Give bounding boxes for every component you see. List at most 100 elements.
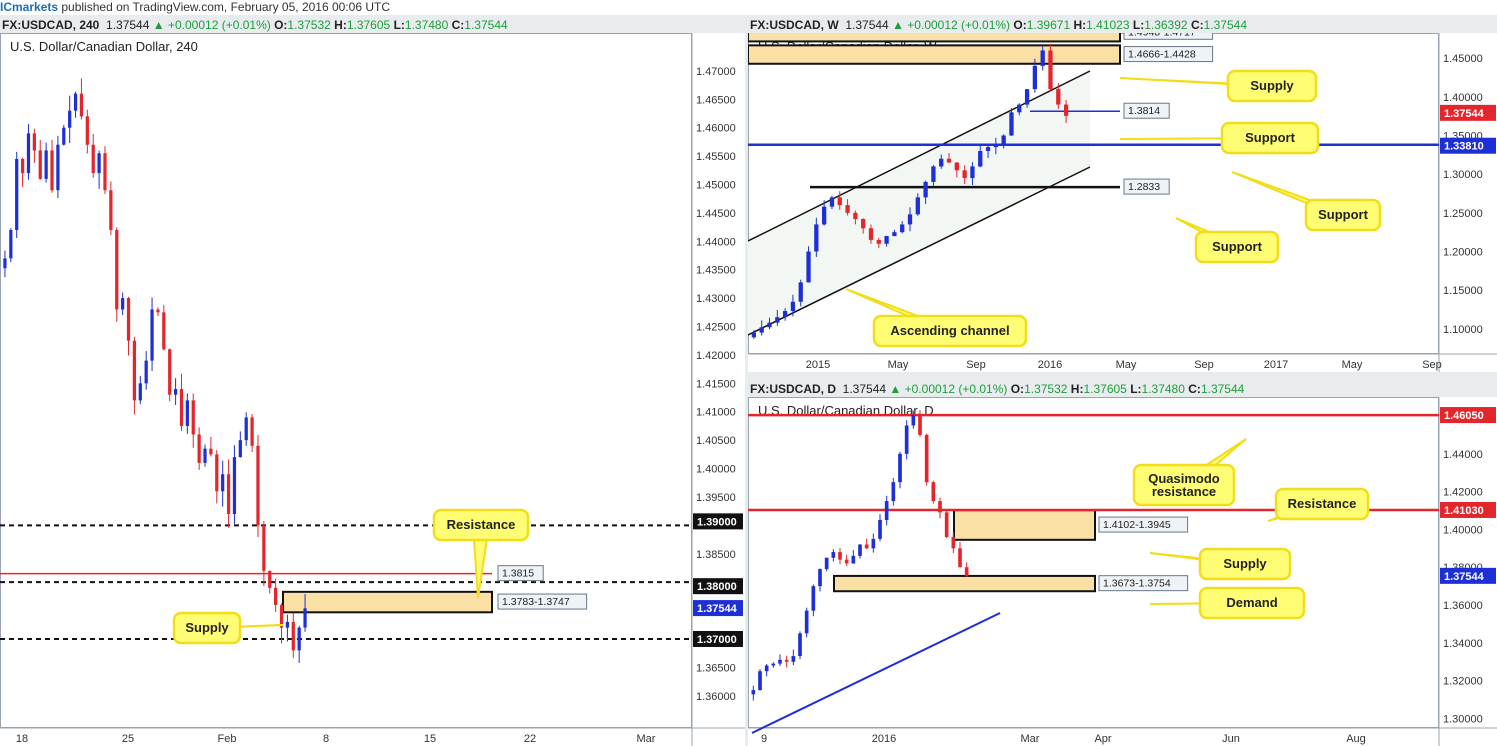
candle-body [56, 144, 60, 191]
price-tag [693, 630, 743, 647]
candle-body [279, 604, 284, 628]
candle-body [829, 197, 835, 207]
candle-body [900, 224, 905, 233]
candle-body [892, 232, 897, 237]
price-change: +0.00012 (+0.01%) [907, 18, 1011, 32]
y-tick-label: 1.46000 [696, 123, 736, 135]
candle-body [811, 586, 816, 611]
y-tick-label: 1.40000 [696, 464, 736, 476]
candle-body [209, 448, 213, 455]
x-tick-label: Jun [1222, 733, 1240, 745]
price-tag [1440, 567, 1496, 584]
level-label: 1.3815 [502, 568, 534, 580]
y-tick-label: 1.42500 [696, 322, 736, 334]
candle-body [215, 454, 219, 492]
candle-body [97, 153, 101, 174]
y-tick-label: 1.38500 [696, 549, 736, 561]
callout-box [1194, 230, 1280, 264]
candle-body [91, 144, 95, 174]
candle-body [758, 671, 762, 691]
close-value: 1.37544 [1203, 18, 1247, 32]
chart-panel-daily[interactable]: FX:USDCAD, D 1.37544 ▲ +0.00012 (+0.01%)… [748, 379, 1497, 746]
level-label-box [1123, 178, 1170, 195]
channel-upper-line [748, 70, 1091, 242]
x-tick-label: Mar [1021, 733, 1040, 745]
callout-label: Ascending channel [890, 323, 1009, 338]
symbol-label: FX:USDCAD, 240 [2, 18, 100, 32]
y-tick-label: 1.41000 [696, 407, 736, 419]
candle-body [138, 383, 142, 401]
candle-body [15, 158, 19, 230]
price-change: +0.00012 (+0.01%) [167, 18, 271, 32]
x-tick-label: Apr [1094, 733, 1111, 745]
candle-body [109, 190, 113, 230]
level-label: 1.2833 [1128, 181, 1160, 193]
chart-title: U.S. Dollar/Canadian Dollar, 240 [10, 39, 198, 54]
supply-zone-lower [748, 44, 1121, 65]
brand-name[interactable]: ICmarkets [0, 0, 59, 14]
x-tick-label: 2015 [806, 359, 830, 371]
low-value: 1.37480 [1141, 382, 1185, 396]
price-tag-label: 1.37000 [697, 634, 737, 646]
candle-body [38, 150, 42, 179]
candle-body [156, 309, 160, 313]
candle-body [798, 282, 803, 302]
price-tag-label: 1.41030 [1444, 505, 1484, 517]
candle-body [891, 482, 896, 502]
y-tick-label: 1.36000 [1443, 600, 1483, 612]
y-tick-label: 1.36000 [696, 691, 736, 703]
candle-body [68, 110, 72, 128]
y-tick-label: 1.20000 [1443, 246, 1483, 258]
candle-body [1032, 65, 1038, 90]
candle-body [150, 309, 154, 361]
price-tag-label: 1.39000 [697, 516, 737, 528]
candle-body [775, 317, 780, 323]
candle-body [1063, 104, 1069, 116]
y-tick-label: 1.47000 [696, 66, 736, 78]
callout-label: Supply [1223, 556, 1267, 571]
price-tag [693, 578, 743, 595]
chart-panel-h4[interactable]: FX:USDCAD, 240 1.37544 ▲ +0.00012 (+0.01… [0, 15, 745, 746]
candle-body [824, 557, 829, 570]
candle-body [993, 144, 998, 148]
candle-body [790, 301, 796, 312]
last-price: 1.37544 [845, 18, 889, 32]
candle-body [132, 340, 137, 401]
candle-body [844, 559, 849, 564]
candle-body [62, 127, 66, 145]
level-label-box [1098, 575, 1189, 592]
candle-body [250, 417, 254, 446]
candle-body [964, 567, 969, 576]
price-tag [1440, 407, 1496, 424]
candle-body [168, 349, 172, 395]
last-price: 1.37544 [842, 382, 887, 396]
x-tick-label: Feb [218, 733, 237, 745]
candle-body [970, 166, 975, 179]
callout-label: Demand [1226, 595, 1277, 610]
x-tick-label: 2017 [1264, 359, 1288, 371]
open-value: 1.37532 [1024, 382, 1068, 396]
candle-body [944, 512, 949, 537]
chart-panel-weekly[interactable]: FX:USDCAD, W 1.37544 ▲ +0.00012 (+0.01%)… [748, 15, 1497, 372]
candle-body [962, 170, 967, 179]
candle-body [951, 536, 956, 549]
chart-daily[interactable]: U.S. Dollar/Canadian Dollar, D1.440001.4… [748, 397, 1497, 746]
channel-lower-line [748, 166, 1091, 336]
callout-box [1274, 487, 1370, 521]
level-label-box [497, 593, 588, 610]
open-value: 1.37532 [287, 18, 331, 32]
candle-body [931, 482, 936, 502]
x-tick-label: 18 [16, 733, 28, 745]
y-tick-label: 1.45000 [1443, 53, 1483, 65]
callout-label: Resistance [447, 517, 516, 532]
price-tag-label: 1.37544 [697, 603, 738, 615]
level-label-box [1123, 102, 1170, 119]
candle-body [782, 311, 788, 318]
chart-weekly[interactable]: U.S. Dollar/Canadian Dollar, W1.450001.4… [748, 33, 1497, 372]
candle-body [297, 627, 301, 651]
candle-body [1009, 112, 1014, 136]
candle-body [751, 332, 757, 338]
chart-h4[interactable]: U.S. Dollar/Canadian Dollar, 240 1.47000 1… [0, 33, 745, 746]
chart-background [0, 33, 745, 746]
callout-label: Resistance [1288, 496, 1357, 511]
